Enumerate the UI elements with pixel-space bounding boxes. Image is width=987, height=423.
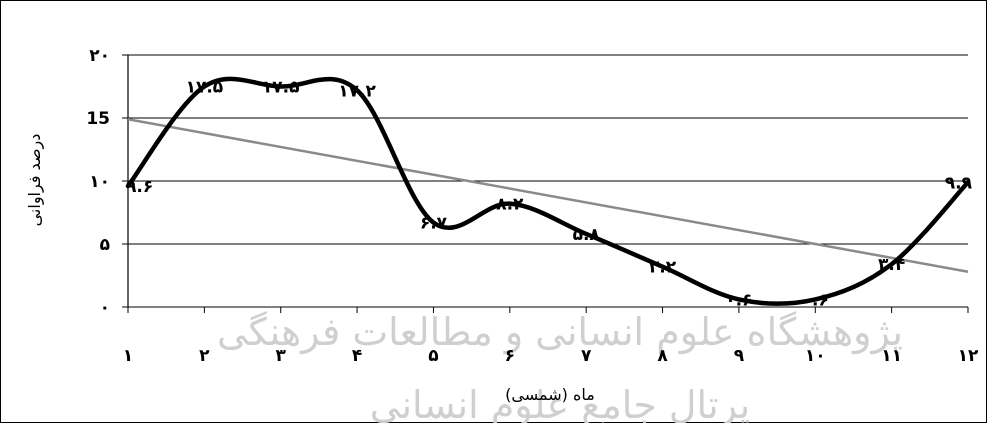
x-tick-label: ۸ [657,346,668,366]
data-label: ۶.۷ [420,214,448,234]
data-point [890,262,894,266]
data-label: ۹.۹ [945,173,973,193]
y-tick-label: ۱۰ [89,172,110,192]
data-label: ۰.۶ [802,290,829,310]
x-tick-label: ۲ [199,346,210,366]
x-tick-label: ۹ [734,346,745,366]
data-labels: ۹.۶ ۱۷.۵ ۱۷.۵ ۱۷.۲ ۶.۷ ۸.۲ ۵.۸ ۳.۲ ۰.۶ ۰.۶ ۳.۴ ۹.۹ [126,78,973,311]
x-tick-label: ۱۰ [805,346,826,366]
series [125,76,971,306]
data-label: ۵.۸ [573,225,601,245]
y-tick-label: ۲۰ [89,46,110,66]
data-point [661,265,665,269]
data-label: ۹.۶ [126,177,153,197]
trendline [127,118,969,273]
x-tick-label: ۶ [505,346,515,366]
x-tick-label: ۱۲ [958,346,979,366]
data-label: ۳.۲ [649,258,677,278]
gridlines [128,54,968,308]
data-point [126,184,130,188]
data-point [431,221,435,225]
data-point [966,180,970,184]
x-tick-label: ۳ [276,346,287,366]
data-label: ۱۷.۵ [262,78,300,98]
x-tick-label: ۱ [123,346,133,366]
data-point [813,297,817,301]
data-point [508,202,512,206]
data-point [202,85,206,88]
series-line [125,76,971,306]
x-tick-label: ۱۱ [881,346,902,366]
data-label: ۸.۲ [496,195,524,215]
x-tick-label: ۴ [352,346,362,366]
watermark: پژوهشگاه علوم انسانی و مطالعات فرهنگی پر… [217,310,903,423]
data-point [737,297,741,301]
data-label: ۰.۶ [725,290,752,310]
x-tick-label: ۷ [581,346,592,366]
y-tick-label: ۵ [100,235,110,255]
data-point [584,232,588,236]
x-axis-title: ماه (شمسی) [505,385,595,404]
data-point [355,88,359,92]
data-label: ۳.۴ [878,255,905,275]
data-label: ۱۷.۲ [338,81,376,101]
data-point [279,85,283,88]
y-axis-title: درصد فراوانی [25,134,45,227]
data-label: ۱۷.۵ [186,78,224,98]
y-tick-label: 15 [86,109,110,129]
x-tick-label: ۵ [428,346,438,366]
y-tick-label: ۰ [100,298,110,318]
watermark-text-1: پژوهشگاه علوم انسانی و مطالعات فرهنگی [217,310,903,355]
watermark-text-2: پرتال جامع علوم انسانی [370,383,750,423]
